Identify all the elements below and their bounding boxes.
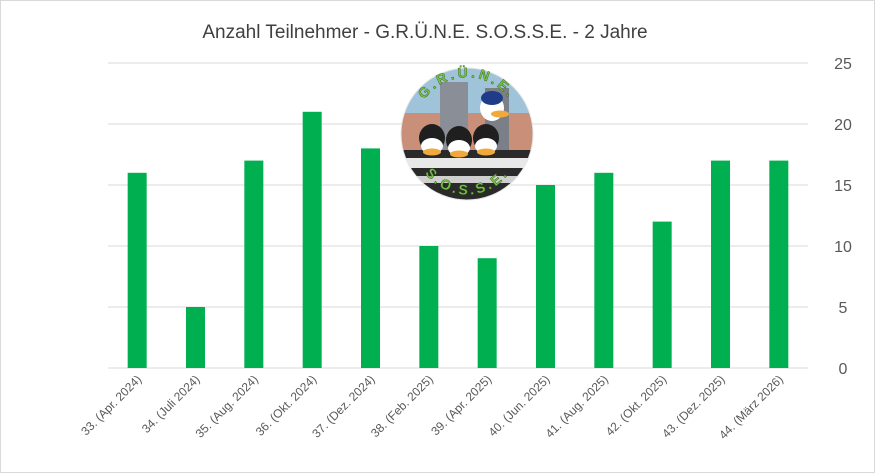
x-tick-label: 38. (Feb. 2025) (368, 372, 436, 440)
x-tick-label: 42. (Okt. 2025) (603, 372, 670, 439)
bar (127, 172, 147, 368)
x-tick-label: 33. (Apr. 2024) (78, 372, 144, 438)
y-axis-ticks: 0 5 10 15 20 25 (834, 56, 852, 378)
x-tick-label: 35. (Aug. 2024) (193, 372, 261, 440)
x-tick-label: 36. (Okt. 2024) (253, 372, 320, 439)
x-tick-label: 39. (Apr. 2025) (428, 372, 494, 438)
bar (477, 258, 497, 368)
x-tick-label: 40. (Jun. 2025) (486, 372, 553, 439)
x-tick-label: 34. (Juli 2024) (139, 372, 203, 436)
y-tick-label: 15 (834, 178, 852, 195)
bar (244, 160, 264, 368)
bar (711, 160, 730, 368)
y-tick-label: 25 (834, 56, 852, 73)
y-tick-label: 0 (839, 361, 848, 378)
x-axis-ticks: 33. (Apr. 2024)34. (Juli 2024)35. (Aug. … (78, 372, 786, 442)
bar (361, 148, 380, 368)
x-tick-label: 41. (Aug. 2025) (543, 372, 611, 440)
gridlines (108, 62, 808, 369)
bar (536, 185, 555, 368)
bar (419, 246, 439, 368)
bar (594, 172, 614, 368)
y-tick-label: 10 (834, 239, 852, 256)
bar (302, 111, 322, 369)
y-tick-label: 5 (839, 300, 848, 317)
bars (127, 111, 789, 369)
chart-title: Anzahl Teilnehmer - G.R.Ü.N.E. S.O.S.S.E… (202, 22, 648, 43)
bar (186, 307, 205, 368)
bar (652, 221, 672, 368)
bar (769, 160, 789, 368)
gruene-sosse-logo-icon: G.R.Ü.N.E. S.O.S.S.E. (400, 64, 534, 201)
y-tick-label: 20 (834, 117, 852, 134)
